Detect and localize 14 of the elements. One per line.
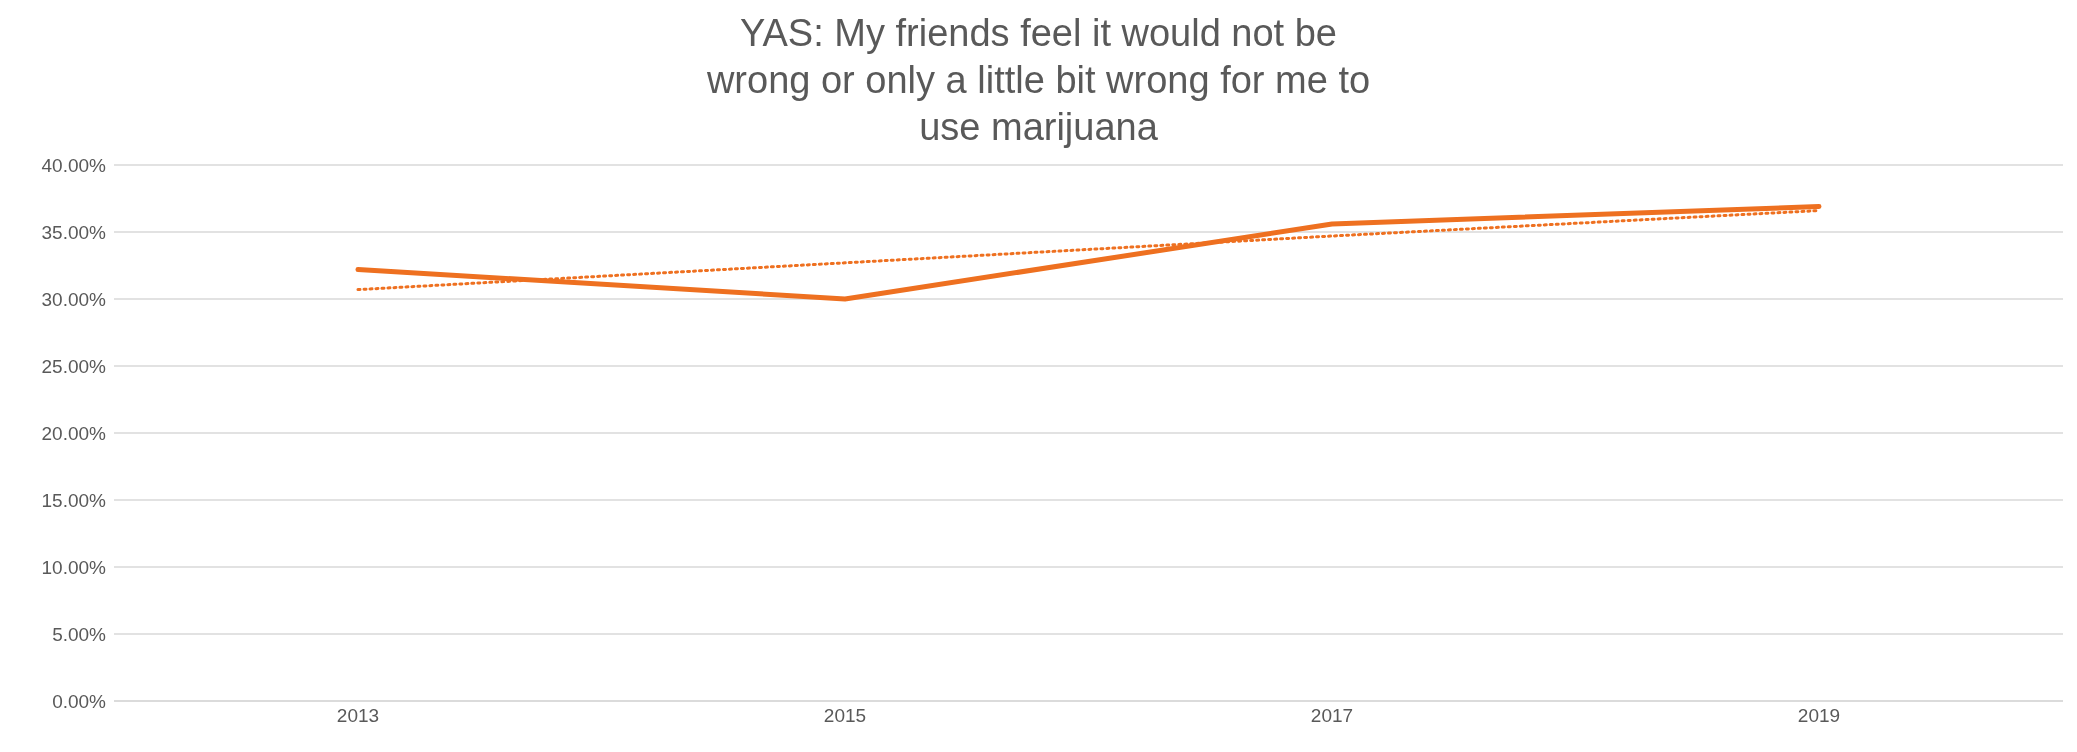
y-tick-label: 5.00%	[52, 623, 107, 645]
x-tick-label: 2015	[823, 705, 867, 727]
x-tick-label: 2019	[1797, 705, 1841, 727]
y-tick-label: 35.00%	[41, 221, 107, 243]
chart-title: YAS: My friends feel it would not be wrong or only a little bit wrong for me to use marijuana	[705, 11, 1372, 150]
x-tick-label: 2013	[336, 705, 380, 727]
y-tick-label: 25.00%	[41, 355, 107, 377]
y-tick-label: 10.00%	[41, 556, 107, 578]
y-tick-label: 15.00%	[41, 489, 107, 511]
y-tick-label: 20.00%	[41, 422, 107, 444]
y-tick-label: 40.00%	[41, 154, 107, 176]
y-tick-label: 0.00%	[52, 690, 107, 712]
x-tick-label: 2017	[1310, 705, 1354, 727]
y-tick-label: 30.00%	[41, 288, 107, 310]
